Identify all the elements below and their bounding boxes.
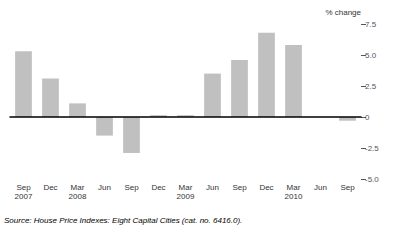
svg-text:Dec: Dec (259, 183, 273, 192)
svg-text:Mar: Mar (179, 183, 193, 192)
svg-text:Sep: Sep (16, 183, 31, 192)
svg-text:5.0: 5.0 (365, 51, 377, 60)
svg-text:Jun: Jun (98, 183, 111, 192)
svg-text:-5.0: -5.0 (365, 175, 379, 184)
svg-text:Mar: Mar (71, 183, 85, 192)
svg-text:% change: % change (325, 8, 361, 17)
svg-text:Jun: Jun (314, 183, 327, 192)
svg-text:Sep: Sep (124, 183, 139, 192)
svg-text:Jun: Jun (206, 183, 219, 192)
svg-text:Dec: Dec (43, 183, 57, 192)
svg-text:7.5: 7.5 (365, 20, 377, 29)
svg-text:Dec: Dec (151, 183, 165, 192)
svg-text:0: 0 (365, 113, 370, 122)
svg-text:Source: House Price Indexes: E: Source: House Price Indexes: Eight Capit… (4, 216, 242, 225)
svg-text:2008: 2008 (69, 192, 87, 201)
svg-text:Sep: Sep (232, 183, 247, 192)
svg-text:2010: 2010 (285, 192, 303, 201)
svg-text:-2.5: -2.5 (365, 144, 379, 153)
svg-text:2009: 2009 (177, 192, 195, 201)
svg-text:Sep: Sep (340, 183, 355, 192)
svg-text:Mar: Mar (287, 183, 301, 192)
svg-text:2.5: 2.5 (365, 82, 377, 91)
svg-text:2007: 2007 (15, 192, 33, 201)
